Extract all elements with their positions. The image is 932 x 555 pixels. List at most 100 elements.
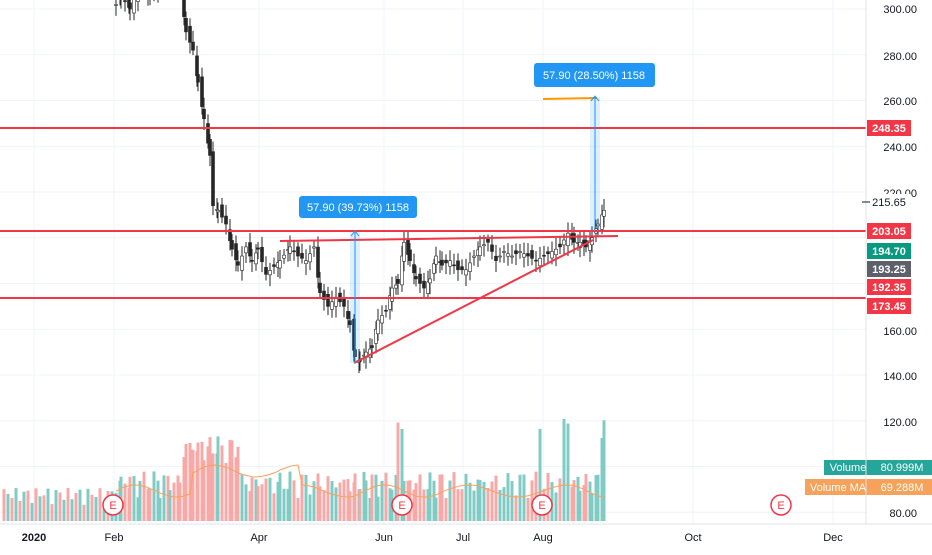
candle[interactable] bbox=[250, 248, 254, 273]
candle[interactable] bbox=[542, 245, 546, 267]
candle[interactable] bbox=[184, 11, 188, 41]
candle[interactable] bbox=[412, 253, 416, 285]
candle[interactable] bbox=[444, 254, 448, 275]
candle[interactable] bbox=[260, 236, 264, 273]
candle[interactable] bbox=[390, 276, 394, 312]
candle[interactable] bbox=[300, 243, 304, 264]
candle[interactable] bbox=[282, 249, 286, 264]
candle[interactable] bbox=[510, 245, 514, 264]
candle[interactable] bbox=[240, 246, 244, 281]
candle[interactable] bbox=[364, 341, 368, 369]
ascending-trendline[interactable] bbox=[353, 239, 594, 364]
candle[interactable] bbox=[236, 250, 240, 272]
candle[interactable] bbox=[216, 202, 220, 224]
candle[interactable] bbox=[490, 235, 494, 260]
candle[interactable] bbox=[380, 305, 384, 335]
candle[interactable] bbox=[554, 237, 558, 267]
candle[interactable] bbox=[394, 275, 398, 295]
candle[interactable] bbox=[272, 257, 276, 274]
candle[interactable] bbox=[396, 273, 400, 295]
candle[interactable] bbox=[522, 242, 526, 268]
candle[interactable] bbox=[296, 242, 300, 267]
candle[interactable] bbox=[278, 250, 282, 279]
candle[interactable] bbox=[182, 0, 186, 26]
earnings-event-marker[interactable]: E bbox=[391, 494, 413, 516]
candle[interactable] bbox=[376, 308, 380, 341]
candle[interactable] bbox=[546, 246, 550, 264]
candle[interactable] bbox=[426, 270, 430, 300]
candle[interactable] bbox=[188, 18, 192, 54]
candle[interactable] bbox=[153, 0, 156, 2]
candle[interactable] bbox=[440, 251, 444, 271]
candle[interactable] bbox=[452, 253, 456, 274]
candle[interactable] bbox=[558, 235, 562, 255]
candle[interactable] bbox=[478, 235, 482, 261]
candle[interactable] bbox=[200, 67, 204, 115]
candle[interactable] bbox=[408, 243, 412, 267]
candle[interactable] bbox=[434, 246, 438, 274]
neckline[interactable] bbox=[279, 235, 619, 242]
candle[interactable] bbox=[348, 311, 352, 333]
candle[interactable] bbox=[316, 236, 320, 289]
candle[interactable] bbox=[566, 222, 570, 257]
candle[interactable] bbox=[602, 199, 606, 228]
candle[interactable] bbox=[288, 235, 292, 262]
candle[interactable] bbox=[494, 244, 498, 272]
price-axis[interactable]: 300.00280.00260.00240.00220.00160.00140.… bbox=[883, 4, 917, 520]
candle[interactable] bbox=[530, 244, 534, 266]
candle[interactable] bbox=[468, 252, 472, 281]
candle[interactable] bbox=[196, 69, 200, 92]
earnings-event-marker[interactable]: E bbox=[102, 494, 124, 516]
candle[interactable] bbox=[208, 134, 212, 167]
candle[interactable] bbox=[600, 204, 604, 235]
candle[interactable] bbox=[418, 267, 422, 293]
candle[interactable] bbox=[448, 250, 452, 275]
candle[interactable] bbox=[368, 338, 372, 364]
candle[interactable] bbox=[464, 258, 468, 286]
candle[interactable] bbox=[147, 0, 150, 6]
candle[interactable] bbox=[456, 253, 460, 281]
candle[interactable] bbox=[308, 245, 312, 271]
candle[interactable] bbox=[128, 0, 132, 21]
candle[interactable] bbox=[330, 290, 334, 318]
candle[interactable] bbox=[292, 241, 296, 261]
candle[interactable] bbox=[230, 233, 234, 257]
drawings[interactable]: 57.90 (39.73%) 1158 57.90 (28.50%) 1158 bbox=[0, 63, 866, 364]
candle[interactable] bbox=[422, 272, 426, 299]
candle[interactable] bbox=[334, 286, 338, 318]
candle[interactable] bbox=[312, 240, 316, 257]
time-axis[interactable]: 2020 Feb Apr Jun Jul Aug Oct Dec bbox=[22, 532, 844, 544]
candle[interactable] bbox=[342, 289, 346, 318]
candle[interactable] bbox=[132, 0, 136, 21]
candle[interactable] bbox=[498, 247, 502, 263]
candle[interactable] bbox=[460, 259, 464, 275]
candle[interactable] bbox=[326, 286, 330, 316]
candle[interactable] bbox=[256, 242, 260, 260]
candle[interactable] bbox=[526, 243, 530, 266]
candle[interactable] bbox=[506, 243, 510, 266]
candle[interactable] bbox=[596, 218, 600, 237]
candle[interactable] bbox=[123, 0, 127, 12]
candle[interactable] bbox=[514, 243, 518, 266]
candle[interactable] bbox=[206, 114, 210, 149]
candle[interactable] bbox=[244, 241, 248, 263]
candle[interactable] bbox=[157, 0, 160, 3]
candle[interactable] bbox=[428, 269, 432, 295]
candle[interactable] bbox=[402, 231, 406, 272]
candle[interactable] bbox=[304, 249, 308, 275]
candle[interactable] bbox=[191, 30, 195, 56]
candle[interactable] bbox=[578, 231, 582, 258]
candle[interactable] bbox=[268, 262, 272, 287]
candle[interactable] bbox=[502, 245, 506, 263]
candle[interactable] bbox=[318, 272, 322, 298]
candle[interactable] bbox=[149, 0, 152, 6]
candle[interactable] bbox=[518, 243, 522, 259]
candle[interactable] bbox=[384, 304, 388, 318]
candle[interactable] bbox=[120, 0, 123, 9]
earnings-event-marker[interactable]: E bbox=[770, 494, 792, 516]
candle[interactable] bbox=[220, 198, 224, 224]
target-line[interactable] bbox=[542, 97, 598, 100]
